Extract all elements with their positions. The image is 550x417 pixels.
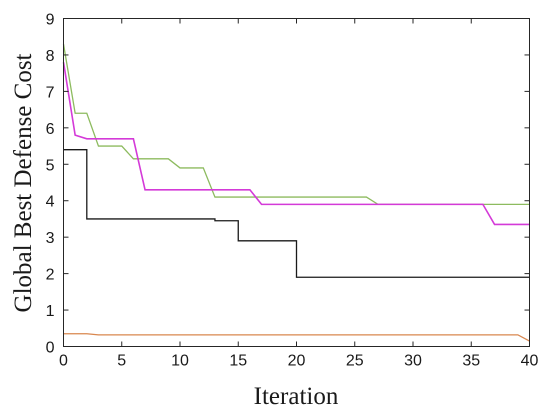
series-line-1 xyxy=(62,43,530,206)
series-layer xyxy=(62,43,530,342)
x-tick-label: 15 xyxy=(229,353,247,370)
plot-background xyxy=(63,18,530,347)
x-tick-label: 10 xyxy=(171,353,189,370)
y-tick-label: 1 xyxy=(46,303,55,320)
y-tick-label: 6 xyxy=(46,121,55,138)
x-tick-label: 5 xyxy=(117,353,126,370)
series-line-3 xyxy=(63,149,530,278)
y-axis: 0 1 2 3 4 5 6 7 8 9 xyxy=(46,12,530,357)
y-tick-label: 2 xyxy=(46,267,55,284)
y-tick-label: 5 xyxy=(46,157,55,174)
y-axis-label: Global Best Defense Cost xyxy=(10,53,37,312)
series-line-4 xyxy=(63,333,530,342)
series-line-2 xyxy=(62,62,530,226)
x-tick-label: 25 xyxy=(346,353,364,370)
y-tick-label: 4 xyxy=(46,194,55,211)
x-tick-label: 40 xyxy=(521,353,539,370)
x-axis-label: Iteration xyxy=(254,383,339,410)
y-tick-label: 9 xyxy=(46,12,55,29)
x-tick-label: 0 xyxy=(59,353,68,370)
y-tick-label: 8 xyxy=(46,48,55,65)
y-tick-label: 3 xyxy=(46,230,55,247)
x-tick-label: 35 xyxy=(462,353,480,370)
x-tick-label: 30 xyxy=(404,353,422,370)
y-tick-label: 7 xyxy=(46,84,55,101)
x-axis: 0 5 10 15 20 25 30 35 40 xyxy=(59,18,539,370)
y-tick-label: 0 xyxy=(46,340,55,357)
x-tick-label: 20 xyxy=(288,353,306,370)
